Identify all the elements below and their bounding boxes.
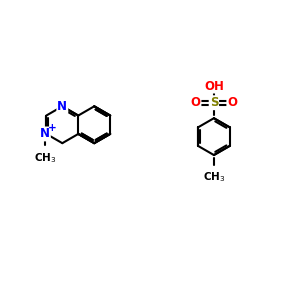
Text: O: O: [227, 96, 237, 109]
Text: N: N: [57, 100, 67, 113]
Text: O: O: [190, 96, 200, 109]
Text: S: S: [210, 96, 218, 109]
Text: CH$_3$: CH$_3$: [34, 151, 56, 165]
Text: CH$_3$: CH$_3$: [203, 170, 225, 184]
Text: +: +: [48, 123, 57, 133]
Text: OH: OH: [205, 80, 224, 93]
Text: N: N: [40, 128, 50, 140]
